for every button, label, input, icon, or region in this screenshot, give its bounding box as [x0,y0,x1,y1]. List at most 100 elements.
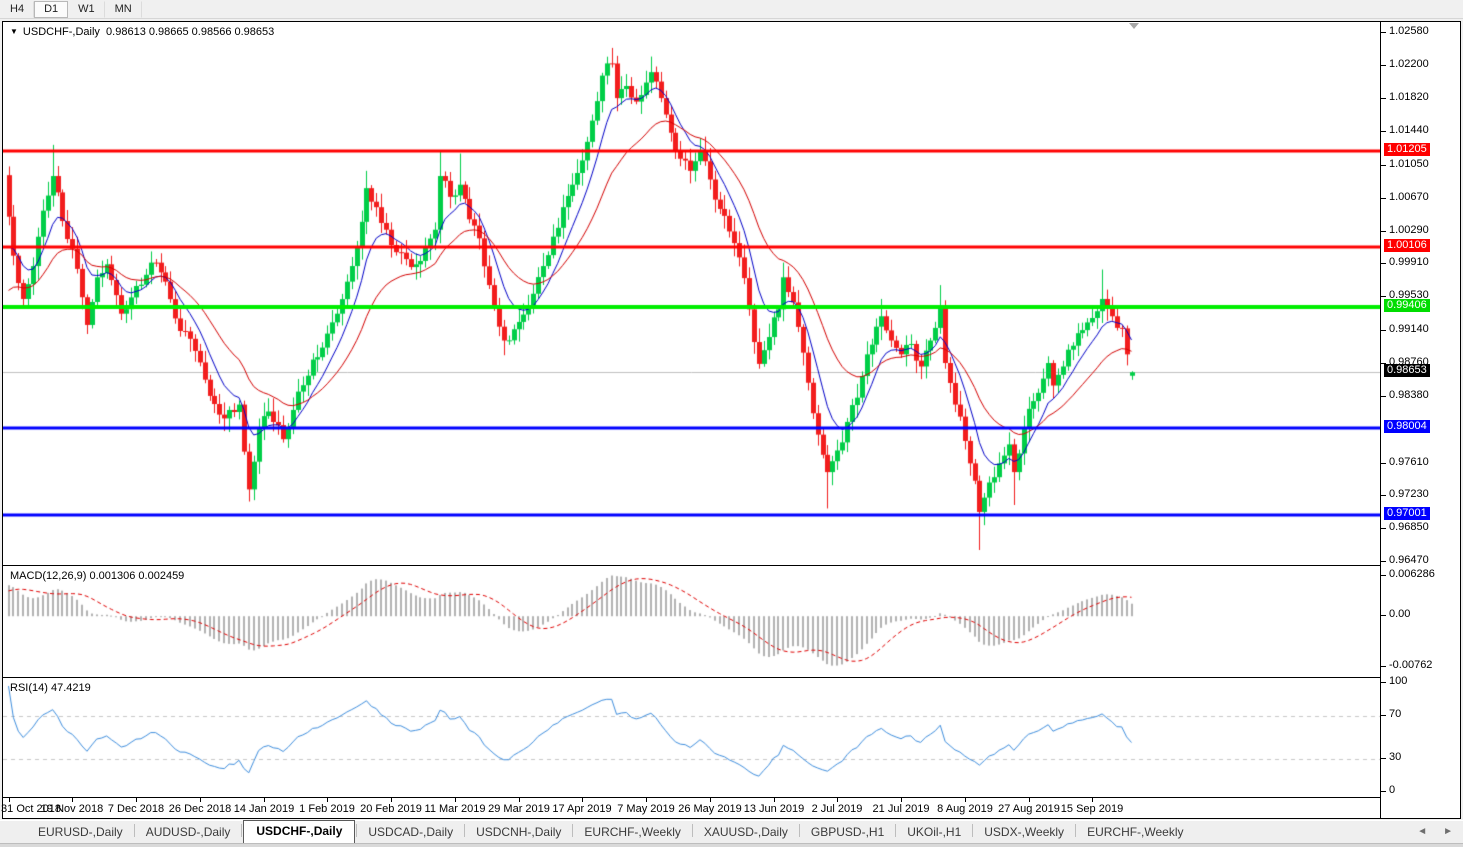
tab-separator [572,824,574,837]
tab-scroll-right-icon[interactable]: ► [1443,826,1453,837]
date-label: 8 Aug 2019 [937,803,993,815]
tab-scroll-left-icon[interactable]: ◄ [1417,826,1428,837]
tab-scroll-buttons: ◄ ► [1417,827,1453,837]
tab-usdchf-daily[interactable]: USDCHF-,Daily [243,820,356,843]
tab-gbpusd-h1[interactable]: GBPUSD-,H1 [810,825,885,839]
tab-separator [972,824,974,837]
macd-tick-mark [1381,666,1386,667]
chart-shift-marker-icon [1129,23,1139,29]
tab-audusd-daily[interactable]: AUDUSD-,Daily [145,825,231,839]
macd-pane[interactable]: MACD(12,26,9) 0.001306 0.002459 [3,565,1380,677]
resistance-label-1: 1.01205 [1384,143,1430,156]
date-label: 26 Dec 2018 [168,803,232,815]
rsi-tick-mark [1381,791,1386,792]
tab-eurusd-daily[interactable]: EURUSD-,Daily [38,825,123,839]
rsi-tick-label: 70 [1389,708,1402,720]
price-tick-label: 1.00290 [1389,224,1429,236]
price-tick-mark [1381,131,1386,132]
price-tick-label: 0.96470 [1389,554,1429,566]
date-tick-mark [327,798,328,802]
date-label: 17 Apr 2019 [552,803,612,815]
price-tick-mark [1381,528,1386,529]
price-tick-mark [1381,463,1386,464]
price-tick-label: 0.99530 [1389,289,1429,301]
date-tick-mark [72,798,73,802]
price-tick-mark [1381,561,1386,562]
tab-separator [895,824,897,837]
chart-symbol: USDCHF-,Daily [22,26,100,38]
price-tick-label: 0.98380 [1389,389,1429,401]
macd-tick-mark [1381,575,1386,576]
price-tick-mark [1381,65,1386,66]
date-label: 20 Feb 2019 [360,803,422,815]
tab-eurchf-weekly[interactable]: EURCHF-,Weekly [584,825,681,839]
resistance-label-2: 1.00106 [1384,239,1430,252]
date-label: 11 Mar 2019 [424,803,486,815]
chart-title: ▼ USDCHF-,Daily 0.98613 0.98665 0.98566 0… [10,26,274,38]
date-tick-mark [1092,798,1093,802]
price-tick-label: 1.02200 [1389,58,1429,70]
tab-ukoil-h1[interactable]: UKOil-,H1 [907,825,962,839]
price-tick-label: 1.01820 [1389,91,1429,103]
tab-usdcnh-daily[interactable]: USDCNH-,Daily [476,825,562,839]
price-tick-mark [1381,263,1386,264]
symbol-tabbar: EURUSD-,Daily AUDUSD-,Daily USDCHF-,Daily U… [0,820,1463,843]
date-tick-mark [136,798,137,802]
tab-separator [464,824,466,837]
macd-tick-mark [1381,615,1386,616]
macd-canvas[interactable] [3,566,1380,677]
price-tick-mark [1381,363,1386,364]
date-label: 29 Mar 2019 [488,803,550,815]
pivot-label: 0.99406 [1384,299,1430,312]
support-label-2: 0.97001 [1384,507,1430,520]
price-tick-label: 0.96850 [1389,521,1429,533]
timeframe-button-w1[interactable]: W1 [68,0,105,18]
tab-usdx-weekly[interactable]: USDX-,Weekly [984,825,1065,839]
rsi-tick-label: 0 [1389,784,1396,796]
price-tick-label: 1.02580 [1389,25,1429,37]
date-tick-mark [646,798,647,802]
rsi-tick-label: 30 [1389,751,1402,763]
rsi-pane[interactable]: RSI(14) 47.4219 [3,677,1380,797]
tab-separator [133,824,135,837]
date-axis: 31 Oct 2018 19 Nov 2018 7 Dec 2018 26 Dec 2… [1,797,1380,818]
tab-xauusd-daily[interactable]: XAUUSD-,Daily [703,825,788,839]
chart-dropdown-icon[interactable]: ▼ [10,27,18,36]
date-tick-mark [519,798,520,802]
timeframe-button-d1[interactable]: D1 [34,0,69,18]
date-label: 7 May 2019 [617,803,675,815]
chart-window: ▼ USDCHF-,Daily 0.98613 0.98665 0.98566 0… [1,21,1461,819]
date-tick-mark [264,798,265,802]
rsi-tick-mark [1381,715,1386,716]
timeframe-toolbar: H4 D1 W1 MN [0,0,1463,19]
price-tick-mark [1381,495,1386,496]
macd-tick-label: 0.006286 [1389,568,1435,580]
timeframe-button-mn[interactable]: MN [105,0,142,18]
rsi-tick-mark [1381,758,1386,759]
tab-eurchf-weekly[interactable]: EURCHF-,Weekly [1087,825,1184,839]
tab-usdcad-daily[interactable]: USDCAD-,Daily [368,825,454,839]
chart-ohlc: 0.98613 0.98665 0.98566 0.98653 [106,26,275,38]
price-chart-canvas[interactable] [3,22,1380,565]
timeframe-button-h4[interactable]: H4 [0,0,35,18]
date-tick-mark [391,798,392,802]
date-label: 21 Jul 2019 [872,803,930,815]
price-tick-label: 0.99910 [1389,256,1429,268]
tab-separator [1075,824,1077,837]
date-tick-mark [774,798,775,802]
price-tick-label: 1.01440 [1389,124,1429,136]
tab-separator [241,824,243,837]
rsi-canvas[interactable] [3,678,1380,797]
macd-label: MACD(12,26,9) 0.001306 0.002459 [10,570,185,582]
price-tick-label: 1.00670 [1389,191,1429,203]
rsi-label: RSI(14) 47.4219 [10,682,91,694]
date-label: 7 Dec 2018 [107,803,165,815]
price-pane[interactable]: ▼ USDCHF-,Daily 0.98613 0.98665 0.98566 0… [3,22,1380,565]
rsi-tick-mark [1381,682,1386,683]
date-tick-mark [582,798,583,802]
date-tick-mark [837,798,838,802]
date-label: 15 Sep 2019 [1060,803,1124,815]
date-tick-mark [200,798,201,802]
current-price-label: 0.98653 [1384,364,1430,377]
price-tick-mark [1381,198,1386,199]
